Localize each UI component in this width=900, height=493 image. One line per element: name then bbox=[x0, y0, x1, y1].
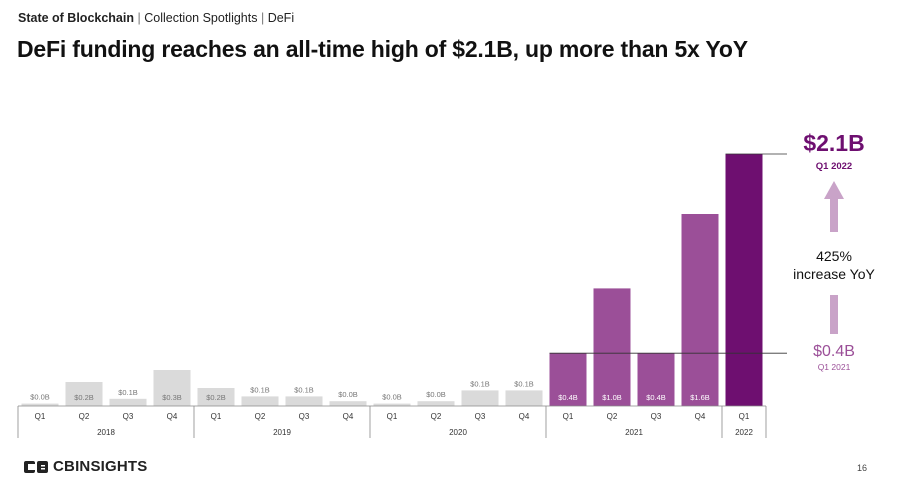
x-tick-label: Q3 bbox=[299, 412, 310, 421]
annotation-high-period: Q1 2022 bbox=[816, 161, 852, 172]
bar bbox=[549, 353, 587, 406]
bar-value-label: $0.4B bbox=[646, 393, 666, 402]
x-tick-label: Q4 bbox=[695, 412, 706, 421]
year-label: 2021 bbox=[625, 428, 643, 437]
bar-value-label: $0.0B bbox=[30, 393, 50, 402]
x-tick-label: Q3 bbox=[475, 412, 486, 421]
bar-value-label: $0.1B bbox=[514, 379, 534, 388]
breadcrumb-report: State of Blockchain bbox=[18, 11, 134, 25]
bar-value-label: $0.4B bbox=[558, 393, 578, 402]
bar bbox=[109, 398, 147, 406]
bar bbox=[505, 390, 543, 406]
x-tick-label: Q1 bbox=[35, 412, 46, 421]
year-label: 2020 bbox=[449, 428, 467, 437]
breadcrumb-separator: | bbox=[260, 11, 265, 25]
annotation-low-value: $0.4B bbox=[813, 343, 855, 360]
x-tick-label: Q3 bbox=[123, 412, 134, 421]
x-tick-label: Q2 bbox=[431, 412, 442, 421]
bar bbox=[65, 382, 103, 406]
bar-value-label: $0.1B bbox=[470, 379, 490, 388]
bar bbox=[373, 403, 411, 406]
breadcrumb-section-defi: DeFi bbox=[267, 11, 295, 25]
bar bbox=[153, 370, 191, 406]
bar bbox=[681, 214, 719, 406]
x-tick-label: Q4 bbox=[167, 412, 178, 421]
x-tick-label: Q1 bbox=[739, 412, 750, 421]
increase-arrow-shaft-lower bbox=[830, 295, 838, 334]
bar-value-label: $1.0B bbox=[602, 393, 622, 402]
x-tick-label: Q4 bbox=[343, 412, 354, 421]
bar-value-label: $1.6B bbox=[690, 393, 710, 402]
increase-arrow-shaft-upper bbox=[830, 198, 838, 232]
x-tick-label: Q2 bbox=[255, 412, 266, 421]
increase-arrow-icon bbox=[824, 181, 844, 199]
annotation-low-period: Q1 2021 bbox=[818, 362, 851, 372]
brand-name: CBINSIGHTS bbox=[53, 458, 148, 475]
bar-value-label: $0.0B bbox=[382, 393, 402, 402]
x-tick-label: Q2 bbox=[79, 412, 90, 421]
bar bbox=[241, 396, 279, 406]
cb-logo-icon bbox=[24, 460, 48, 473]
page-title: DeFi funding reaches an all-time high of… bbox=[17, 36, 748, 62]
page-number: 16 bbox=[856, 463, 867, 473]
annotation-increase-text: increase YoY bbox=[793, 266, 875, 282]
bar-value-label: $0.2B bbox=[206, 393, 226, 402]
breadcrumb-section-collection: Collection Spotlights bbox=[144, 11, 258, 25]
breadcrumb: State of Blockchain | Collection Spotlig… bbox=[18, 11, 294, 25]
annotation-increase-pct: 425% bbox=[816, 248, 852, 264]
bar bbox=[637, 353, 675, 406]
bar-value-label: $0.0B bbox=[426, 390, 446, 399]
x-tick-label: Q4 bbox=[519, 412, 530, 421]
bar-value-label: $0.0B bbox=[338, 390, 358, 399]
annotation-high-value: $2.1B bbox=[803, 130, 864, 156]
bar-value-label: $0.1B bbox=[118, 388, 138, 397]
bar-value-label: $0.3B bbox=[162, 393, 182, 402]
year-label: 2018 bbox=[97, 428, 115, 437]
x-tick-label: Q1 bbox=[387, 412, 398, 421]
bar-value-label: $0.2B bbox=[74, 393, 94, 402]
x-tick-label: Q3 bbox=[651, 412, 662, 421]
bar bbox=[593, 288, 631, 406]
bar-value-label: $0.1B bbox=[294, 385, 314, 394]
bar bbox=[197, 388, 235, 406]
bar bbox=[285, 396, 323, 406]
bar bbox=[417, 401, 455, 406]
x-tick-label: Q1 bbox=[563, 412, 574, 421]
x-tick-label: Q2 bbox=[607, 412, 618, 421]
bar bbox=[725, 154, 763, 406]
year-label: 2022 bbox=[735, 428, 753, 437]
bar-value-label: $0.1B bbox=[250, 385, 270, 394]
year-label: 2019 bbox=[273, 428, 291, 437]
x-tick-label: Q1 bbox=[211, 412, 222, 421]
brand-logo: CBINSIGHTS bbox=[24, 458, 148, 475]
breadcrumb-separator: | bbox=[137, 11, 141, 25]
bar bbox=[329, 401, 367, 406]
bar bbox=[461, 390, 499, 406]
bar bbox=[21, 403, 59, 406]
